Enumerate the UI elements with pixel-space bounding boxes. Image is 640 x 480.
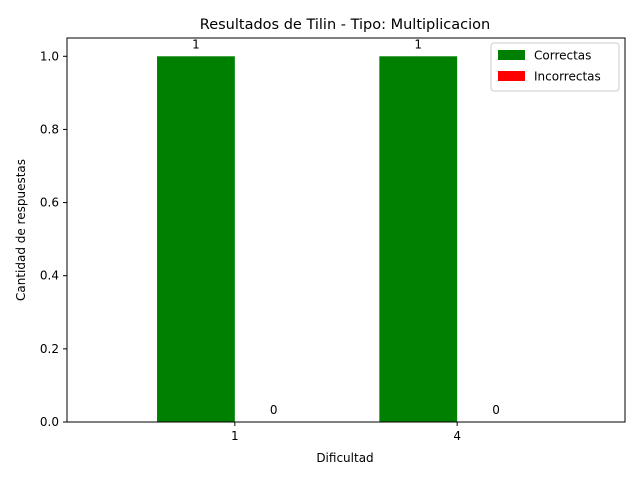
legend: Correctas Incorrectas xyxy=(490,42,620,92)
data-label-correctas-4: 1 xyxy=(414,37,422,51)
y-tick-label: 0.6 xyxy=(40,196,59,210)
legend-label-correctas: Correctas xyxy=(534,49,591,63)
x-tick-label: 4 xyxy=(453,429,461,443)
bar-correctas-4 xyxy=(379,56,458,423)
y-axis-label: Cantidad de respuestas xyxy=(14,159,28,301)
bar-correctas-1 xyxy=(157,56,235,423)
x-axis-label: Dificultad xyxy=(316,451,373,465)
bars-group xyxy=(157,56,458,423)
data-label-correctas-1: 1 xyxy=(192,37,200,51)
chart-title: Resultados de Tilin - Tipo: Multiplicaci… xyxy=(200,17,490,33)
y-tick-label: 0.0 xyxy=(40,415,59,429)
legend-label-incorrectas: Incorrectas xyxy=(534,70,601,84)
y-tick-label: 0.2 xyxy=(40,342,59,356)
data-label-incorrectas-1: 0 xyxy=(270,403,278,417)
x-tick-label: 1 xyxy=(231,429,239,443)
plot-area-frame xyxy=(66,37,626,423)
y-axis-ticks: 0.0 0.2 0.4 0.6 0.8 1.0 xyxy=(40,49,67,429)
y-tick-label: 0.4 xyxy=(40,269,59,283)
data-labels-group: 1 1 0 0 xyxy=(192,37,500,417)
data-label-incorrectas-4: 0 xyxy=(492,403,500,417)
y-tick-label: 1.0 xyxy=(40,49,59,63)
y-tick-label: 0.8 xyxy=(40,122,59,136)
legend-swatch-correctas xyxy=(498,50,525,60)
legend-swatch-incorrectas xyxy=(498,71,525,81)
